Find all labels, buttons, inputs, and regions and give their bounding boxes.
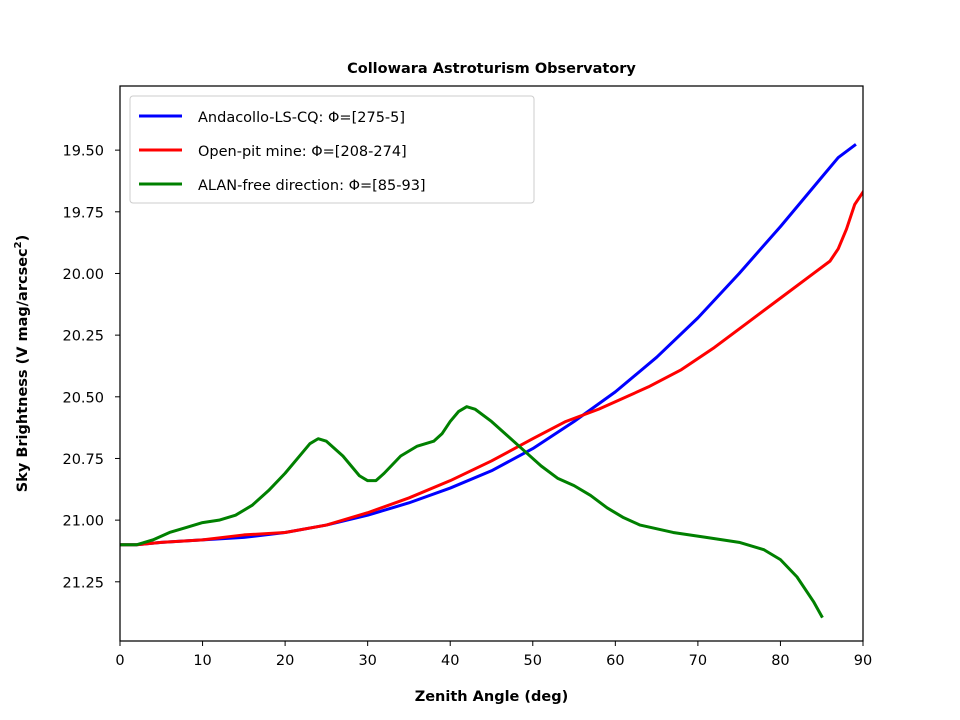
- y-axis-label: Sky Brightness (V mag/arcsec2): [13, 235, 31, 493]
- series-line-3: [120, 405, 824, 619]
- series-layer: [120, 143, 863, 619]
- y-tick-label: 21.00: [62, 514, 104, 530]
- x-tick-label: 50: [524, 653, 542, 669]
- x-tick-label: 60: [606, 653, 624, 669]
- y-tick-label: 20.00: [62, 267, 104, 283]
- x-tick-label: 80: [771, 653, 789, 669]
- series-line-2: [120, 189, 863, 547]
- legend-entries: Andacollo-LS-CQ: Φ=[275-5] Open-pit mine:…: [139, 110, 426, 194]
- chart-title: Collowara Astroturism Observatory: [347, 61, 636, 77]
- legend-label-2: Open-pit mine: Φ=[208-274]: [198, 144, 407, 160]
- x-tick-label: 30: [358, 653, 376, 669]
- y-axis-label-main: Sky Brightness (V mag/arcsec: [15, 248, 31, 492]
- y-tick-label: 19.50: [62, 144, 104, 160]
- x-tick-label: 10: [193, 653, 211, 669]
- y-axis-label-superscript: 2: [13, 241, 24, 248]
- legend: Andacollo-LS-CQ: Φ=[275-5] Open-pit mine:…: [129, 95, 535, 204]
- legend-label-3: ALAN-free direction: Φ=[85-93]: [198, 178, 426, 194]
- x-tick-label: 20: [276, 653, 294, 669]
- legend-box: [129, 95, 535, 204]
- x-axis-ticks: 0 10 20 30 40 50 60 70 80 90: [115, 641, 872, 669]
- x-axis-label: Zenith Angle (deg): [415, 689, 569, 705]
- x-tick-label: 40: [441, 653, 459, 669]
- x-tick-label: 0: [115, 653, 124, 669]
- plot-frame: [119, 85, 864, 642]
- y-axis-label-close: ): [15, 235, 31, 242]
- y-axis-ticks: 19.50 19.75 20.00 20.25 20.50 20.75 21.00 21.25: [62, 144, 120, 591]
- y-tick-label: 19.75: [62, 205, 104, 221]
- x-tick-label: 70: [689, 653, 707, 669]
- y-tick-label: 20.50: [62, 390, 104, 406]
- x-tick-label: 90: [854, 653, 872, 669]
- y-tick-label: 20.75: [62, 452, 104, 468]
- y-tick-label: 20.25: [62, 329, 104, 345]
- legend-label-1: Andacollo-LS-CQ: Φ=[275-5]: [198, 110, 405, 126]
- y-tick-label: 21.25: [62, 575, 104, 591]
